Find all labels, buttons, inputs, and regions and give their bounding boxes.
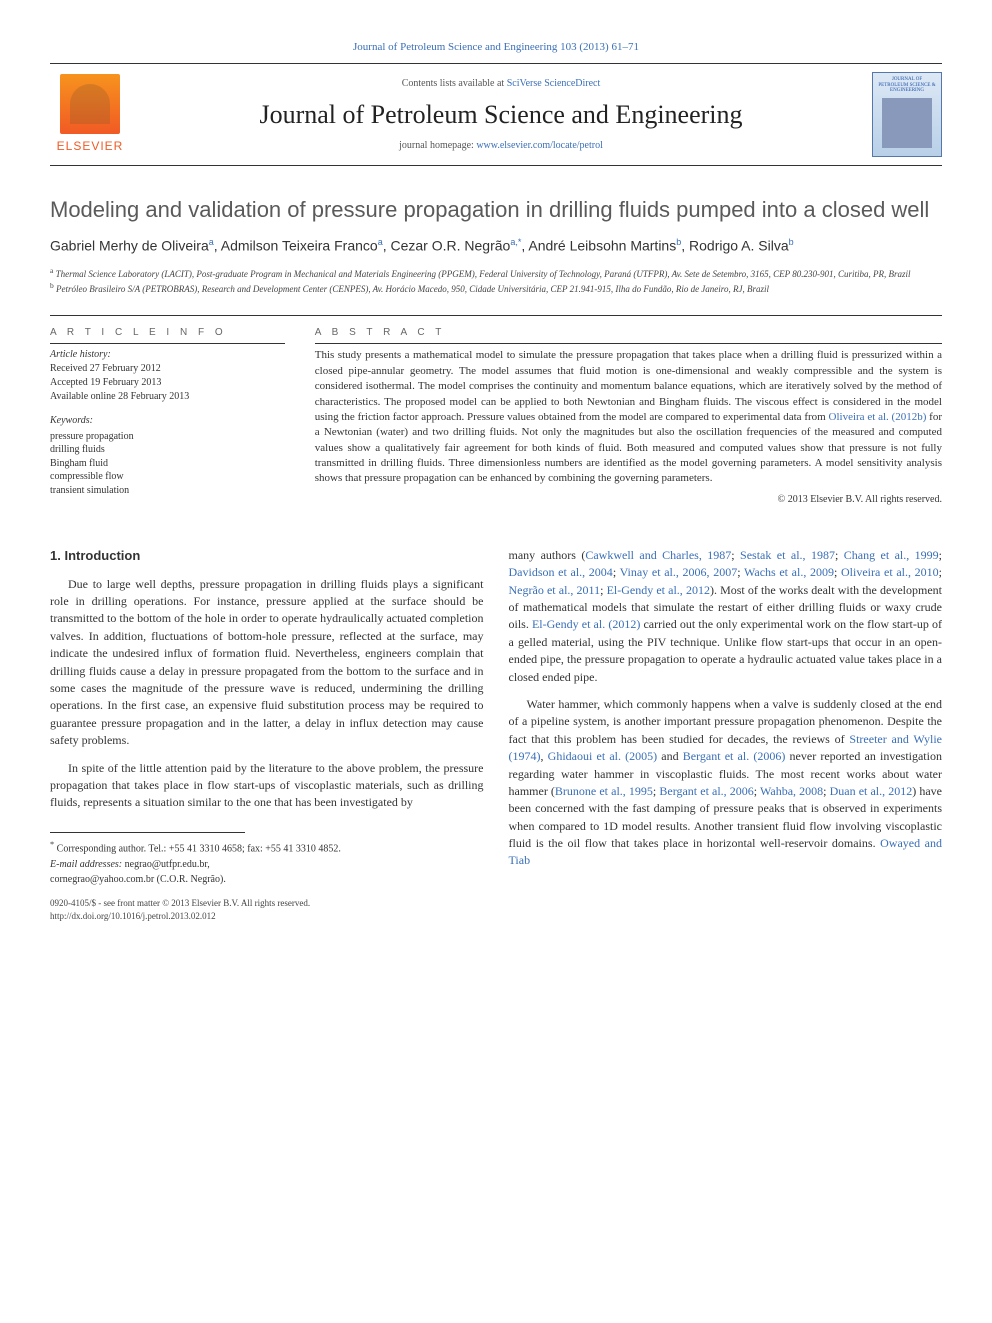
cite-chang[interactable]: Chang et al., 1999 xyxy=(844,548,939,562)
sep4: ; xyxy=(613,565,620,579)
cite-negrao[interactable]: Negrão et al., 2011 xyxy=(509,583,601,597)
contents-prefix: Contents lists available at xyxy=(402,78,507,89)
article-info-heading: A R T I C L E I N F O xyxy=(50,326,285,344)
authors-line: Gabriel Merhy de Oliveiraa, Admilson Tei… xyxy=(50,236,942,256)
article-title: Modeling and validation of pressure prop… xyxy=(50,196,942,224)
keywords-label: Keywords: xyxy=(50,414,285,428)
keyword-2: drilling fluids xyxy=(50,443,285,457)
body-column-left: 1. Introduction Due to large well depths… xyxy=(50,547,484,923)
author-3: , Cezar O.R. Negrão xyxy=(383,238,511,254)
journal-citation-link[interactable]: Journal of Petroleum Science and Enginee… xyxy=(353,41,639,53)
author-2: , Admilson Teixeira Franco xyxy=(214,238,378,254)
author-5-aff[interactable]: b xyxy=(789,237,794,247)
intro-p4: Water hammer, which commonly happens whe… xyxy=(509,696,943,870)
homepage-line: journal homepage: www.elsevier.com/locat… xyxy=(130,139,872,153)
keyword-1: pressure propagation xyxy=(50,430,285,444)
sep1: ; xyxy=(731,548,740,562)
homepage-prefix: journal homepage: xyxy=(399,140,476,151)
cite-vinay[interactable]: Vinay et al., 2006, 2007 xyxy=(620,565,738,579)
sep5: ; xyxy=(737,565,744,579)
contents-line: Contents lists available at SciVerse Sci… xyxy=(130,77,872,91)
elsevier-label: ELSEVIER xyxy=(57,138,124,155)
cite-wahba[interactable]: Wahba, 2008 xyxy=(760,784,823,798)
abstract-text: This study presents a mathematical model… xyxy=(315,348,942,487)
journal-cover-title: JOURNAL OF PETROLEUM SCIENCE & ENGINEERI… xyxy=(877,77,937,94)
sciencedirect-link[interactable]: SciVerse ScienceDirect xyxy=(507,78,601,89)
sep3: ; xyxy=(939,548,942,562)
author-5: , Rodrigo A. Silva xyxy=(681,238,788,254)
abstract-heading: A B S T R A C T xyxy=(315,326,942,344)
abstract-copyright: © 2013 Elsevier B.V. All rights reserved… xyxy=(315,493,942,507)
cite-wachs[interactable]: Wachs et al., 2009 xyxy=(744,565,834,579)
footer-meta-line1: 0920-4105/$ - see front matter © 2013 El… xyxy=(50,897,484,910)
history-accepted: Accepted 19 February 2013 xyxy=(50,376,285,390)
cite-brunone[interactable]: Brunone et al., 1995 xyxy=(555,784,653,798)
cite-bergant[interactable]: Bergant et al. (2006) xyxy=(683,749,786,763)
footnote-email-2: cornegrao@yahoo.com.br (C.O.R. Negrão). xyxy=(50,873,484,887)
history-received: Received 27 February 2012 xyxy=(50,362,285,376)
footer-meta: 0920-4105/$ - see front matter © 2013 El… xyxy=(50,897,484,923)
cite-elgendy[interactable]: El-Gendy et al., 2012 xyxy=(607,583,710,597)
affiliations: a Thermal Science Laboratory (LACIT), Po… xyxy=(50,266,942,295)
abstract: A B S T R A C T This study presents a ma… xyxy=(300,316,942,517)
keyword-4: compressible flow xyxy=(50,470,285,484)
article-info: A R T I C L E I N F O Article history: R… xyxy=(50,316,300,517)
author-1: Gabriel Merhy de Oliveira xyxy=(50,238,209,254)
history-label: Article history: xyxy=(50,348,285,362)
author-4: , André Leibsohn Martins xyxy=(521,238,676,254)
footnote-corresponding: Corresponding author. Tel.: +55 41 3310 … xyxy=(54,843,341,854)
cite-oliveira[interactable]: Oliveira et al., 2010 xyxy=(841,565,939,579)
cite-cawkwell[interactable]: Cawkwell and Charles, 1987 xyxy=(585,548,731,562)
elsevier-logo: ELSEVIER xyxy=(50,74,130,155)
abstract-cite-1[interactable]: Oliveira et al. (2012b) xyxy=(829,411,927,423)
sep6: ; xyxy=(834,565,841,579)
cite-elgendy-2[interactable]: El-Gendy et al. (2012) xyxy=(532,617,640,631)
journal-cover-image xyxy=(882,98,932,148)
cite-sestak[interactable]: Sestak et al., 1987 xyxy=(740,548,835,562)
homepage-link[interactable]: www.elsevier.com/locate/petrol xyxy=(476,140,603,151)
keyword-5: transient simulation xyxy=(50,484,285,498)
cite-davidson[interactable]: Davidson et al., 2004 xyxy=(509,565,613,579)
aff-a: Thermal Science Laboratory (LACIT), Post… xyxy=(53,269,910,279)
cite-duan[interactable]: Duan et al., 2012 xyxy=(830,784,913,798)
journal-header: ELSEVIER Contents lists available at Sci… xyxy=(50,63,942,166)
sep7: ; xyxy=(939,565,942,579)
cite-ghidaoui[interactable]: Ghidaoui et al. (2005) xyxy=(548,749,657,763)
footer-meta-line2: http://dx.doi.org/10.1016/j.petrol.2013.… xyxy=(50,910,484,923)
footnotes: * Corresponding author. Tel.: +55 41 331… xyxy=(50,839,484,887)
aff-b: Petróleo Brasileiro S/A (PETROBRAS), Res… xyxy=(54,284,769,294)
p4c: and xyxy=(657,749,683,763)
keyword-3: Bingham fluid xyxy=(50,457,285,471)
footnote-email-1: negrao@utfpr.edu.br, xyxy=(122,859,210,870)
journal-name: Journal of Petroleum Science and Enginee… xyxy=(130,97,872,133)
p3a: many authors ( xyxy=(509,548,586,562)
history-online: Available online 28 February 2013 xyxy=(50,390,285,404)
footnote-separator xyxy=(50,832,245,833)
section-heading-introduction: 1. Introduction xyxy=(50,547,484,566)
body-column-right: many authors (Cawkwell and Charles, 1987… xyxy=(509,547,943,923)
journal-citation-top: Journal of Petroleum Science and Enginee… xyxy=(50,40,942,55)
p4b: , xyxy=(541,749,548,763)
author-3-aff[interactable]: a, xyxy=(510,237,518,247)
journal-cover-thumbnail: JOURNAL OF PETROLEUM SCIENCE & ENGINEERI… xyxy=(872,72,942,157)
elsevier-tree-icon xyxy=(60,74,120,134)
footnote-email-label: E-mail addresses: xyxy=(50,859,122,870)
sep2: ; xyxy=(835,548,844,562)
intro-p2: In spite of the little attention paid by… xyxy=(50,760,484,812)
intro-p1: Due to large well depths, pressure propa… xyxy=(50,576,484,750)
cite-bergant-2[interactable]: Bergant et al., 2006 xyxy=(659,784,753,798)
intro-p3: many authors (Cawkwell and Charles, 1987… xyxy=(509,547,943,686)
